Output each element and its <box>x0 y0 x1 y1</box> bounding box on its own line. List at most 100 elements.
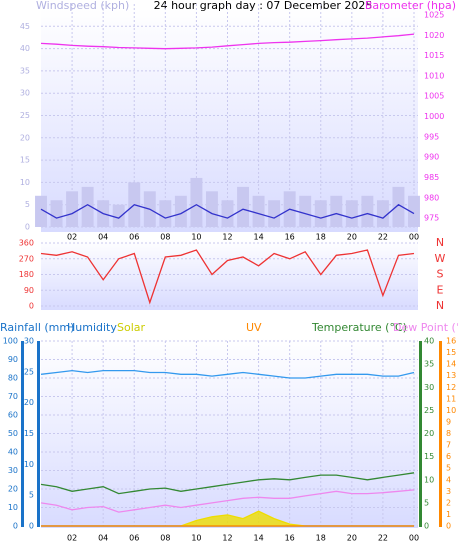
y-tick-label: 70 <box>8 392 18 401</box>
y4-tick-label: 6 <box>446 452 451 461</box>
x-tick-label: 04 <box>98 233 108 242</box>
legend-label: Humidity <box>67 321 117 334</box>
y2-tick-label: 10 <box>24 460 34 469</box>
y4-tick-label: 3 <box>446 487 451 496</box>
y2-tick-label: E <box>437 283 444 296</box>
x-tick-label: 14 <box>253 233 263 242</box>
y-tick-label: 90 <box>8 355 18 364</box>
y3-tick-label: 20 <box>424 429 434 438</box>
gust-bar <box>205 191 218 227</box>
x-tick-label: 06 <box>129 233 139 242</box>
gust-bar <box>112 204 125 227</box>
gust-bar <box>361 195 374 227</box>
series-line <box>40 472 415 495</box>
y2-tick-label: 1005 <box>424 92 444 101</box>
x-tick-label: 12 <box>222 233 232 242</box>
x-tick-label: 04 <box>98 534 108 543</box>
y-tick-label: 25 <box>20 111 30 120</box>
y2-tick-label: 1000 <box>424 112 444 121</box>
x-tick-label: 10 <box>191 233 201 242</box>
gust-bar <box>392 186 405 227</box>
x-tick-label: 22 <box>378 534 388 543</box>
y-tick-label: 100 <box>3 337 18 346</box>
y-tick-label: 180 <box>19 270 34 279</box>
series-line <box>40 249 415 305</box>
y3-tick-label: 10 <box>424 475 434 484</box>
y3-tick-label: 30 <box>424 383 434 392</box>
y2-tick-label: 15 <box>24 429 34 438</box>
y2-tick-label: 1025 <box>424 10 444 19</box>
legend-label: Dew Point (°C <box>393 321 458 334</box>
x-tick-label: 02 <box>67 233 77 242</box>
gust-bar <box>408 195 420 227</box>
gust-bar <box>376 200 389 227</box>
chart-title: 24 hour graph day : 07 December 2025 <box>154 0 373 12</box>
gust-bar <box>345 200 358 227</box>
gust-bar <box>159 200 172 227</box>
x-tick-label: 18 <box>316 233 326 242</box>
y4-tick-label: 9 <box>446 417 451 426</box>
x-tick-label: 16 <box>285 233 295 242</box>
y2-tick-label: 980 <box>424 193 439 202</box>
y4-tick-label: 13 <box>446 371 456 380</box>
gust-bar <box>237 186 250 227</box>
y2-tick-label: 985 <box>424 173 439 182</box>
y-tick-label: 30 <box>20 89 30 98</box>
x-tick-label: 18 <box>316 534 326 543</box>
y2-tick-label: W <box>435 252 446 265</box>
y-tick-label: 90 <box>24 286 34 295</box>
y-tick-label: 50 <box>8 429 18 438</box>
axis-bar <box>419 341 422 527</box>
x-tick-label: 12 <box>222 534 232 543</box>
gust-bar <box>66 191 79 227</box>
y4-tick-label: 7 <box>446 441 451 450</box>
axis-bar <box>439 341 442 527</box>
y-tick-label: 10 <box>8 503 18 512</box>
legend-label: Windspeed (kph) <box>36 0 129 12</box>
series-line <box>40 33 415 50</box>
gust-bar <box>221 200 234 227</box>
y3-tick-label: 15 <box>424 452 434 461</box>
y2-tick-label: 30 <box>24 337 34 346</box>
y-tick-label: 40 <box>20 44 30 53</box>
y2-tick-label: S <box>437 268 444 281</box>
legend-label: UV <box>246 321 262 334</box>
x-tick-label: 08 <box>160 233 170 242</box>
y-tick-label: 20 <box>20 133 30 142</box>
y4-tick-label: 14 <box>446 360 456 369</box>
y3-tick-label: 0 <box>424 522 429 531</box>
y4-tick-label: 10 <box>446 406 456 415</box>
x-tick-label: 16 <box>285 534 295 543</box>
y-tick-label: 0 <box>13 522 18 531</box>
x-tick-label: 10 <box>191 534 201 543</box>
y2-tick-label: 1010 <box>424 71 444 80</box>
x-tick-label: 20 <box>347 534 357 543</box>
gust-bar <box>268 200 281 227</box>
x-tick-label: 02 <box>67 534 77 543</box>
y2-tick-label: 25 <box>24 367 34 376</box>
y-tick-label: 20 <box>8 485 18 494</box>
gust-bar <box>81 186 94 227</box>
gust-bar <box>252 195 265 227</box>
y-tick-label: 10 <box>20 178 30 187</box>
x-tick-label: 22 <box>378 233 388 242</box>
gust-bar <box>330 195 343 227</box>
y-tick-label: 45 <box>20 22 30 31</box>
gust-bar <box>190 177 203 227</box>
y-tick-label: 5 <box>25 200 30 209</box>
gust-bar <box>314 200 327 227</box>
gust-bar <box>174 195 187 227</box>
gust-bar <box>35 195 47 227</box>
x-tick-label: 00 <box>409 233 419 242</box>
y4-tick-label: 4 <box>446 475 451 484</box>
y4-tick-label: 1 <box>446 510 451 519</box>
y-tick-label: 80 <box>8 374 18 383</box>
y2-tick-label: 995 <box>424 132 439 141</box>
x-tick-label: 00 <box>409 534 419 543</box>
y3-tick-label: 25 <box>424 406 434 415</box>
y2-tick-label: 20 <box>24 398 34 407</box>
y-tick-label: 0 <box>29 302 34 311</box>
x-tick-label: 06 <box>129 534 139 543</box>
y4-tick-label: 16 <box>446 337 456 346</box>
